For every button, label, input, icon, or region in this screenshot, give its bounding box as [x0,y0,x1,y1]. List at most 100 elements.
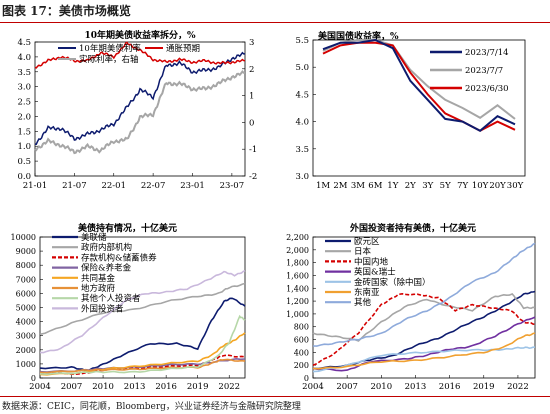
source-note: 数据来源：CEIC，同花顺，Bloomberg，兴业证券经济与金融研究院整理 [2,402,301,412]
series-line-0 [34,51,245,145]
series-line-1 [39,282,246,336]
figure-header: 图表 17：美债市场概览 [0,0,550,23]
chart-title: 外国投资者持有美债，十亿美元 [349,222,476,234]
legend-label: 金砖国家（除中国） [354,277,431,288]
y-tick-label-left: 4.5 [17,38,31,48]
x-tick-label: 2M [333,181,347,191]
y-tick-label: 0 [31,374,36,383]
y-tick-label: 4.5 [295,90,309,100]
y-tick-label: 1000 [16,360,36,369]
x-tick-label: 2016 [155,382,177,392]
legend-label: 2023/6/30 [465,84,509,94]
y-tick-label-left: 3.0 [17,83,31,93]
x-tick-label: 2019 [187,382,209,392]
series-line-6 [39,314,246,376]
x-tick-label: 3Y [422,181,433,191]
chart-yield-curve: 美国国债收益率，% 3.0 3.5 4.0 4.5 5.0 5.5 1M 2M 3M 6M 1Y 2Y 3… [295,30,526,191]
series-line-4 [312,346,535,373]
y-tick-label: 8000 [16,261,36,270]
chart-holders: 美债持有情况，十亿美元 0 1000 2000 3000 4000 5000 6000 7000… [11,222,246,392]
legend-label: 东南亚 [354,287,380,298]
series-line-2 [34,69,245,155]
x-tick-label: 20Y [489,181,506,191]
x-tick-label: 6M [368,181,382,191]
figure-footer: 数据来源：CEIC，同花顺，Bloomberg，兴业证券经济与金融研究院整理 [0,396,550,414]
y-tick-label: 400 [294,348,309,357]
x-tick-label: 2022 [507,382,529,392]
legend-label: 欧元区 [354,236,380,247]
y-tick-label: 7000 [16,275,36,284]
legend-label: 中国内地 [354,256,389,267]
legend-label: 其他 [354,297,372,308]
x-tick-label: 2010 [370,382,392,392]
y-tick-label: 800 [294,323,309,332]
y-tick-label: 3.0 [295,172,309,182]
chart-yield-split: 10年期美债收益率拆分，% 0.0 0.5 1.0 1.5 2.0 2.5 3.0 3.5 4.0… [17,29,257,191]
y-tick-label: 4.0 [295,118,309,128]
y-tick-label-right: 3 [249,38,254,48]
y-tick-label: 5000 [16,304,36,313]
legend-label: 通胀预期 [166,43,200,54]
y-tick-label: 200 [294,361,309,370]
series-line-1 [322,39,516,120]
series-line-0 [322,38,516,132]
x-tick-label: 2013 [405,382,427,392]
legend-label: 英国&瑞士 [354,267,396,278]
y-tick-label-left: 0.0 [17,172,31,182]
legend-label: 日本 [354,246,372,257]
x-tick-label: 30Y [507,181,524,191]
x-tick-label: 2022 [218,382,240,392]
legend-label: 政府内部机构 [81,242,132,253]
y-tick-label-left: 0.5 [17,157,31,167]
y-tick-label: 5.5 [295,36,309,46]
y-tick-label: 4000 [16,318,36,327]
x-tick-label: 2019 [473,382,495,392]
y-tick-label-left: 3.5 [17,68,31,78]
y-tick-label: 1,200 [286,297,309,306]
legend-label: 存款机构&储蓄债券 [81,252,157,263]
series-line-2 [312,292,536,366]
y-tick-label: 10000 [11,233,36,242]
y-tick-label-right: -2 [249,172,257,182]
legend-label: 外国投资者 [81,303,124,314]
x-tick-label: 2010 [92,382,114,392]
y-tick-label: 1,000 [286,310,309,319]
y-tick-label-right: 1 [249,92,254,102]
y-tick-label-left: 2.5 [17,98,31,108]
x-tick-label: 2007 [336,382,358,392]
y-tick-label-left: 1.5 [17,127,31,137]
series-line-6 [312,242,536,347]
x-tick-label: 7Y [457,181,468,191]
legend-label: 其他个人投资者 [81,293,141,304]
x-tick-label: 10Y [472,181,489,191]
x-tick-label: 21-07 [62,181,87,191]
legend-label: 实际利率，右轴 [79,54,139,65]
series-line-5 [312,332,536,370]
legend-label: 保险&养老金 [81,263,132,274]
x-tick-label: 3M [351,181,365,191]
legend-label: 10年期美债利率 [79,43,141,54]
legend-label: 2023/7/7 [465,66,503,76]
x-tick-label: 22-07 [141,181,166,191]
y-tick-label: 0 [304,374,309,383]
y-tick-label: 600 [294,336,309,345]
y-tick-label: 1,400 [286,284,309,293]
x-tick-label: 2016 [439,382,461,392]
y-tick-label: 9000 [16,247,36,256]
x-tick-label: 1M [316,181,330,191]
series-line-7 [40,270,246,354]
chart-title: 美国国债收益率，% [318,30,399,42]
x-tick-label: 23-07 [220,181,245,191]
chart-foreign-holders: 外国投资者持有美债，十亿美元 0 200 400 600 800 1,000 1,200 1,4… [286,222,536,392]
y-tick-label: 3000 [16,332,36,341]
plot-frame [312,39,526,177]
y-tick-label-right: -1 [249,145,257,155]
x-tick-label: 1Y [387,181,398,191]
y-tick-label-right: 2 [249,65,254,75]
legend-label: 地方政府 [81,283,116,294]
y-tick-label: 1,600 [286,271,309,280]
figure-title: 图表 17：美债市场概览 [2,4,131,18]
x-tick-label: 23-01 [180,181,205,191]
y-tick-label: 1,800 [286,259,309,268]
